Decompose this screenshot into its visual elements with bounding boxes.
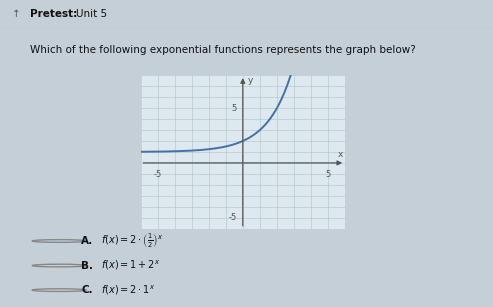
Text: y: y [248,76,253,85]
Text: $f(x)=1+2^{x}$: $f(x)=1+2^{x}$ [101,259,160,272]
Text: C.: C. [81,285,93,295]
Text: $f(x)=2\cdot\left(\frac{1}{2}\right)^{x}$: $f(x)=2\cdot\left(\frac{1}{2}\right)^{x}… [101,232,163,250]
Text: Pretest:: Pretest: [30,9,77,19]
Text: $f(x)=2\cdot 1^{x}$: $f(x)=2\cdot 1^{x}$ [101,283,155,297]
Text: 5: 5 [232,103,237,113]
Text: x: x [338,150,344,158]
Text: ↑: ↑ [12,9,21,19]
Text: 5: 5 [325,169,331,178]
Text: -5: -5 [229,213,237,222]
Text: B.: B. [81,261,93,270]
Text: -5: -5 [153,169,162,178]
Text: A.: A. [81,236,94,246]
Text: Which of the following exponential functions represents the graph below?: Which of the following exponential funct… [30,45,415,55]
Text: Unit 5: Unit 5 [76,9,107,19]
